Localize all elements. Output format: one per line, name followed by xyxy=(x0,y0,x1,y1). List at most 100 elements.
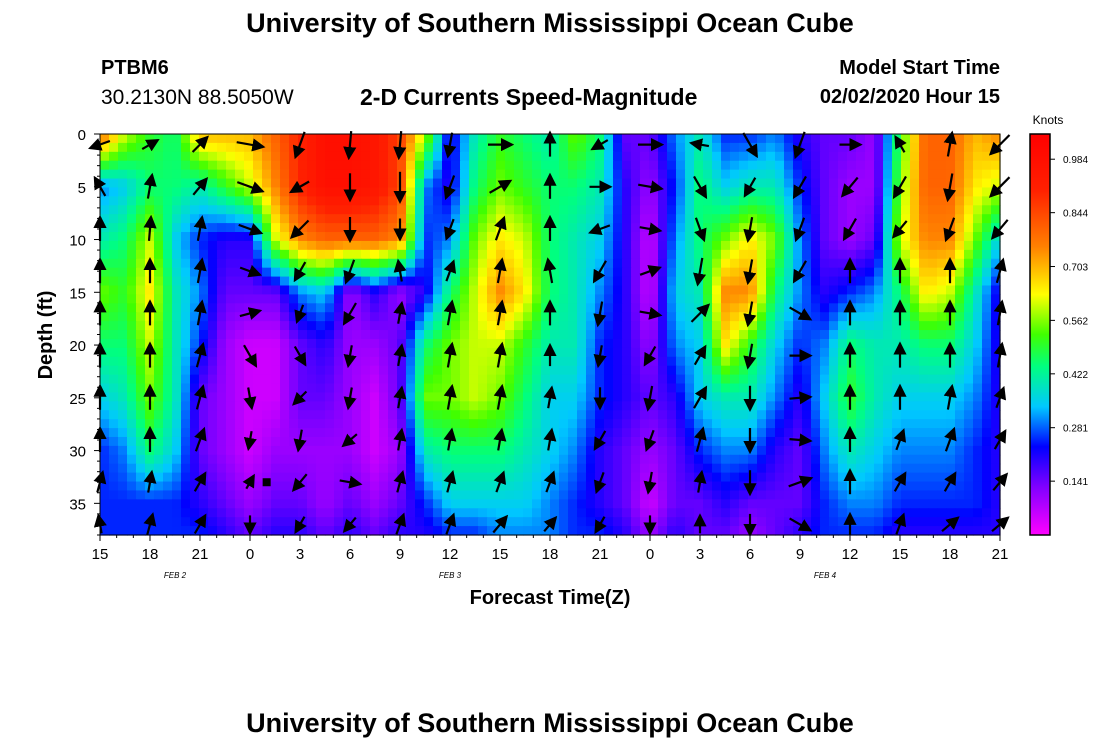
heatmap-cell xyxy=(820,517,830,527)
heatmap-cell xyxy=(154,240,164,251)
heatmap-cell xyxy=(703,454,713,465)
heatmap-cell xyxy=(433,294,443,304)
heatmap-cell xyxy=(127,401,137,411)
heatmap-cell xyxy=(631,499,641,509)
heatmap-cell xyxy=(505,419,515,429)
heatmap-cell xyxy=(631,249,641,260)
heatmap-cell xyxy=(541,463,551,474)
heatmap-cell xyxy=(442,374,452,385)
heatmap-cell xyxy=(874,481,884,492)
heatmap-cell xyxy=(586,454,596,465)
heatmap-cell xyxy=(991,454,1001,465)
heatmap-cell xyxy=(235,490,245,500)
heatmap-cell xyxy=(487,285,497,295)
heatmap-cell xyxy=(451,374,461,385)
heatmap-cell xyxy=(928,517,938,527)
heatmap-cell xyxy=(262,205,272,215)
heatmap-cell xyxy=(352,303,362,313)
heatmap-cell xyxy=(262,472,272,483)
heatmap-cell xyxy=(730,365,740,376)
heatmap-cell xyxy=(838,294,848,304)
heatmap-cell xyxy=(217,303,227,313)
heatmap-cell xyxy=(370,249,380,260)
heatmap-cell xyxy=(568,187,578,197)
heatmap-cell xyxy=(775,472,785,483)
heatmap-cell xyxy=(838,508,848,518)
heatmap-cell xyxy=(550,312,560,322)
heatmap-cell xyxy=(190,142,200,153)
current-vector xyxy=(343,345,357,369)
heatmap-cell xyxy=(676,472,686,483)
heatmap-cell xyxy=(847,392,857,402)
heatmap-cell xyxy=(163,410,173,420)
heatmap-cell xyxy=(352,499,362,509)
heatmap-cell xyxy=(280,214,290,224)
heatmap-cell xyxy=(613,187,623,197)
heatmap-cell xyxy=(505,445,515,456)
heatmap-cell xyxy=(397,410,407,420)
heatmap-cell xyxy=(316,508,326,518)
heatmap-cell xyxy=(937,338,947,349)
heatmap-cell xyxy=(136,383,146,394)
heatmap-cell xyxy=(883,463,893,474)
heatmap-cell xyxy=(802,169,812,180)
heatmap-cell xyxy=(424,196,434,206)
heatmap-cell xyxy=(253,258,263,269)
heatmap-cell xyxy=(694,365,704,376)
heatmap-cell xyxy=(775,463,785,474)
heatmap-cell xyxy=(937,517,947,527)
heatmap-cell xyxy=(919,151,929,162)
heatmap-cell xyxy=(865,499,875,509)
heatmap-cell xyxy=(703,321,713,331)
heatmap-cell xyxy=(388,169,398,180)
x-tick-label: 21 xyxy=(992,546,1009,563)
heatmap-cell xyxy=(109,169,119,180)
x-tick-label: 3 xyxy=(696,546,704,563)
heatmap-cell xyxy=(595,240,605,251)
heatmap-cell xyxy=(568,383,578,394)
heatmap-cell xyxy=(415,338,425,349)
heatmap-cell xyxy=(118,205,128,215)
heatmap-cell xyxy=(316,383,326,394)
heatmap-cell xyxy=(991,410,1001,420)
heatmap-cell xyxy=(469,223,479,233)
heatmap-cell xyxy=(388,445,398,456)
heatmap-cell xyxy=(361,508,371,518)
heatmap-cell xyxy=(496,285,506,295)
heatmap-cell xyxy=(217,526,227,536)
heatmap-cell xyxy=(433,285,443,295)
heatmap-cell xyxy=(685,205,695,215)
heatmap-cell xyxy=(802,232,812,242)
heatmap-cell xyxy=(460,517,470,527)
heatmap-cell xyxy=(163,330,173,340)
heatmap-cell xyxy=(874,240,884,251)
heatmap-cell xyxy=(370,526,380,536)
heatmap-cell xyxy=(919,419,929,429)
heatmap-cell xyxy=(865,508,875,518)
heatmap-cell xyxy=(154,383,164,394)
heatmap-cell xyxy=(577,365,587,376)
heatmap-cell xyxy=(973,410,983,420)
heatmap-cell xyxy=(109,330,119,340)
heatmap-cell xyxy=(964,517,974,527)
heatmap-cell xyxy=(613,134,623,144)
heatmap-cell xyxy=(118,383,128,394)
heatmap-cell xyxy=(127,428,137,438)
heatmap-cell xyxy=(217,267,227,278)
heatmap-cell xyxy=(613,258,623,269)
heatmap-cell xyxy=(316,392,326,402)
heatmap-cell xyxy=(334,419,344,429)
heatmap-cell xyxy=(172,454,182,465)
heatmap-cell xyxy=(361,276,371,287)
heatmap-cell xyxy=(415,374,425,385)
heatmap-cell xyxy=(775,347,785,358)
heatmap-cell xyxy=(757,517,767,527)
heatmap-cell xyxy=(568,321,578,331)
heatmap-cell xyxy=(721,249,731,260)
heatmap-cell xyxy=(559,463,569,474)
heatmap-cell xyxy=(640,214,650,224)
heatmap-cell xyxy=(739,356,749,367)
current-vector xyxy=(236,138,266,152)
heatmap-cell xyxy=(127,312,137,322)
